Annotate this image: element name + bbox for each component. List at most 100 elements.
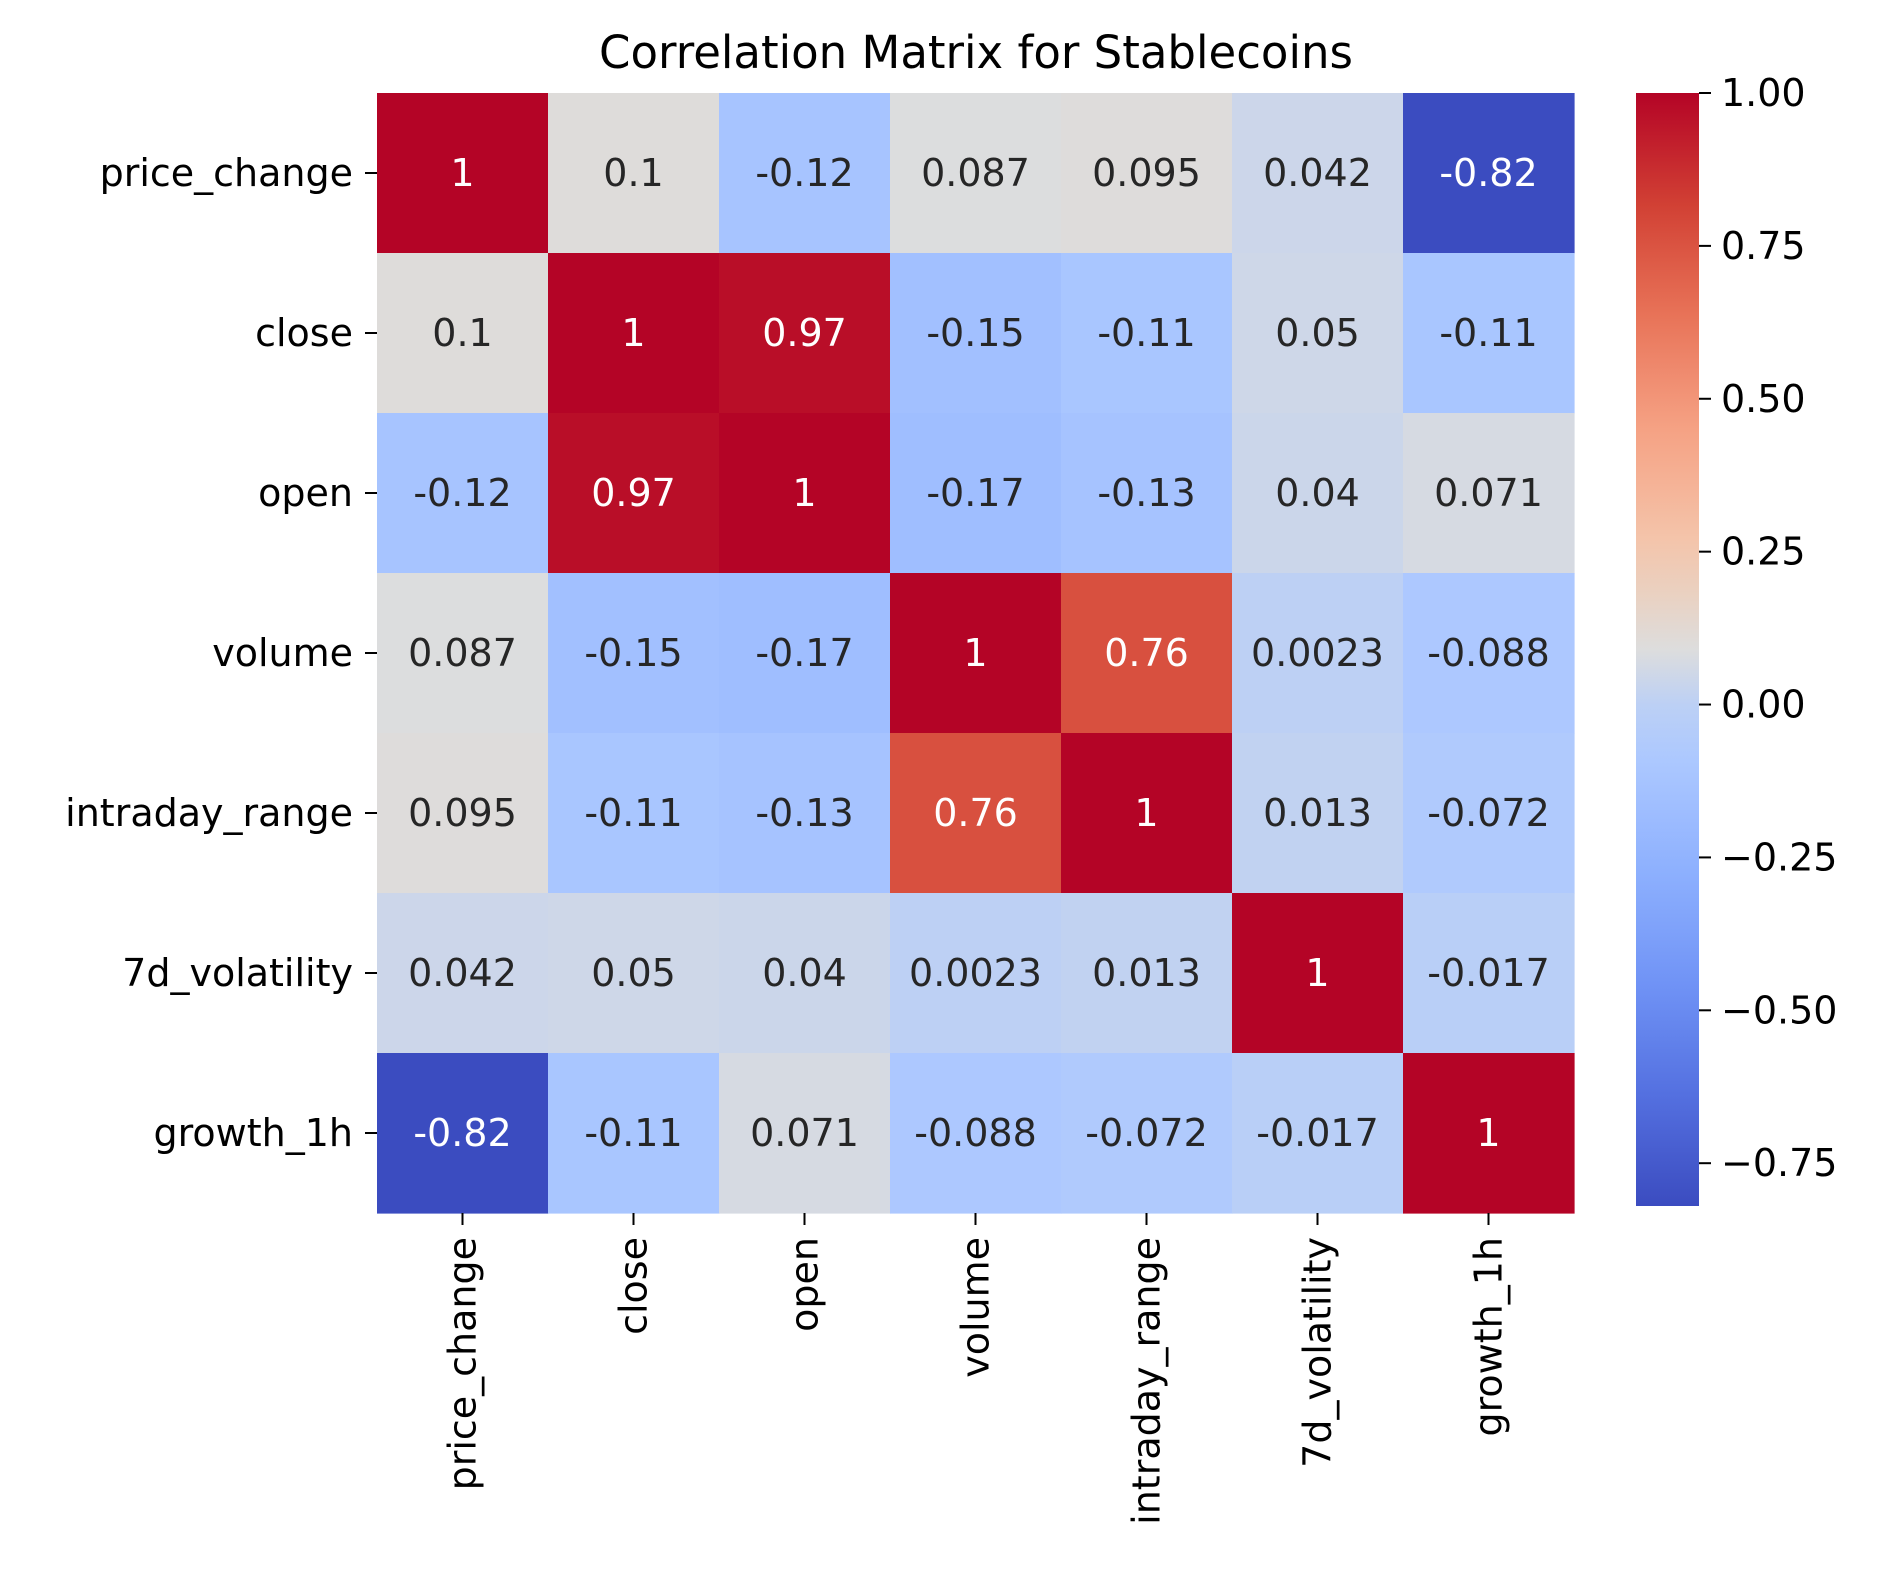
heatmap-cell-close-close	[548, 253, 720, 414]
cell-value-label: -0.13	[755, 791, 853, 835]
colorbar-tick-label: 0.00	[1721, 683, 1806, 727]
cell-value-label: -0.017	[1427, 951, 1550, 995]
heatmap-cell-volume-intraday-range	[1061, 573, 1233, 734]
y-tick-label-close: close	[255, 311, 353, 355]
heatmap-cell-7d-volatility-7d-volatility	[1232, 893, 1404, 1054]
chart-title: Correlation Matrix for Stablecoins	[599, 26, 1353, 79]
cell-value-label: 1	[1305, 951, 1329, 995]
heatmap-cell-open-volume	[890, 413, 1062, 574]
heatmap-cell-open-open	[719, 413, 891, 574]
cell-value-label: -0.12	[755, 151, 853, 195]
cell-value-label: -0.088	[1427, 631, 1550, 675]
cell-value-label: 0.071	[1434, 471, 1543, 515]
cell-value-label: -0.11	[584, 791, 682, 835]
cell-value-label: 1	[450, 151, 474, 195]
heatmap-cell-7d-volatility-volume	[890, 893, 1062, 1054]
colorbar-tick-label: 1.00	[1721, 71, 1806, 115]
heatmap-cell-intraday-range-close	[548, 733, 720, 894]
heatmap-cell-close-growth-1h	[1403, 253, 1575, 414]
heatmap-cell-volume-volume	[890, 573, 1062, 734]
cell-value-label: -0.11	[1439, 311, 1537, 355]
cell-value-label: -0.017	[1256, 1111, 1379, 1155]
heatmap-cell-price-change-volume	[890, 93, 1062, 254]
cell-value-label: 0.04	[1275, 471, 1360, 515]
cell-value-label: -0.13	[1097, 471, 1195, 515]
colorbar-tick-label: −0.25	[1721, 835, 1837, 879]
cell-value-label: 1	[1134, 791, 1158, 835]
cell-value-label: 0.1	[603, 151, 663, 195]
heatmap-cell-close-open	[719, 253, 891, 414]
heatmap-cell-price-change-price-change	[377, 93, 549, 254]
heatmap-cell-growth-1h-open	[719, 1053, 891, 1214]
x-tick-label-intraday-range: intraday_range	[1125, 1237, 1169, 1525]
cell-value-label: 0.97	[762, 311, 847, 355]
heatmap-cell-growth-1h-price-change	[377, 1053, 549, 1214]
heatmap-cells: 1 0.1 -0.12 0.087 0.095 0.042 -0.82 0.1 1 0.97 -0.…	[377, 93, 1575, 1214]
cell-value-label: -0.088	[914, 1111, 1037, 1155]
heatmap-cell-close-7d-volatility	[1232, 253, 1404, 414]
colorbar-gradient	[1636, 93, 1699, 1206]
heatmap-cell-intraday-range-price-change	[377, 733, 549, 894]
cell-value-label: 0.0023	[1251, 631, 1384, 675]
heatmap-cell-open-growth-1h	[1403, 413, 1575, 574]
heatmap-cell-price-change-open	[719, 93, 891, 254]
colorbar: 1.00 0.75 0.50 0.25 0.00 −0.25 −0.50 −0.75	[1636, 71, 1837, 1206]
heatmap-cell-price-change-close	[548, 93, 720, 254]
x-tick-label-price-change: price_change	[441, 1237, 485, 1490]
colorbar-tick-label: −0.50	[1721, 988, 1837, 1032]
heatmap-cell-open-close	[548, 413, 720, 574]
heatmap-cell-close-price-change	[377, 253, 549, 414]
y-tick-label-intraday-range: intraday_range	[65, 791, 353, 835]
colorbar-tick-label: 0.75	[1721, 224, 1806, 268]
cell-value-label: -0.82	[1439, 151, 1537, 195]
cell-value-label: -0.11	[1097, 311, 1195, 355]
cell-value-label: 0.087	[921, 151, 1030, 195]
heatmap-cell-growth-1h-growth-1h	[1403, 1053, 1575, 1214]
cell-value-label: 0.071	[750, 1111, 859, 1155]
cell-value-label: 0.05	[591, 951, 676, 995]
y-tick-label-volume: volume	[212, 631, 353, 675]
heatmap-cell-intraday-range-7d-volatility	[1232, 733, 1404, 894]
cell-value-label: -0.17	[755, 631, 853, 675]
heatmap-cell-volume-7d-volatility	[1232, 573, 1404, 734]
heatmap-cell-open-price-change	[377, 413, 549, 574]
heatmap-cell-price-change-7d-volatility	[1232, 93, 1404, 254]
cell-value-label: 1	[621, 311, 645, 355]
heatmap-cell-7d-volatility-growth-1h	[1403, 893, 1575, 1054]
cell-value-label: 0.76	[933, 791, 1018, 835]
heatmap-cell-open-7d-volatility	[1232, 413, 1404, 574]
cell-value-label: -0.11	[584, 1111, 682, 1155]
cell-value-label: 0.013	[1263, 791, 1372, 835]
cell-value-label: 0.05	[1275, 311, 1360, 355]
y-tick-label-price-change: price_change	[100, 151, 353, 195]
colorbar-tick-label: −0.75	[1721, 1141, 1837, 1185]
x-tick-label-7d-volatility: 7d_volatility	[1296, 1237, 1340, 1468]
heatmap-cell-7d-volatility-close	[548, 893, 720, 1054]
x-tick-label-volume: volume	[954, 1237, 998, 1378]
cell-value-label: 0.095	[1092, 151, 1201, 195]
heatmap-cell-7d-volatility-price-change	[377, 893, 549, 1054]
cell-value-label: 0.042	[1263, 151, 1372, 195]
heatmap-cell-volume-close	[548, 573, 720, 734]
heatmap-cell-growth-1h-close	[548, 1053, 720, 1214]
cell-value-label: 1	[792, 471, 816, 515]
heatmap-cell-volume-open	[719, 573, 891, 734]
y-tick-label-growth-1h: growth_1h	[154, 1111, 353, 1155]
heatmap-cell-growth-1h-7d-volatility	[1232, 1053, 1404, 1214]
colorbar-tick-label: 0.50	[1721, 377, 1806, 421]
cell-value-label: -0.12	[413, 471, 511, 515]
cell-value-label: 0.042	[408, 951, 517, 995]
cell-value-label: 0.04	[762, 951, 847, 995]
heatmap-cell-open-intraday-range	[1061, 413, 1233, 574]
cell-value-label: -0.15	[584, 631, 682, 675]
cell-value-label: -0.072	[1085, 1111, 1208, 1155]
x-tick-label-growth-1h: growth_1h	[1467, 1237, 1511, 1436]
y-tick-label-open: open	[258, 471, 353, 515]
heatmap-cell-7d-volatility-open	[719, 893, 891, 1054]
cell-value-label: 0.0023	[909, 951, 1042, 995]
cell-value-label: 0.97	[591, 471, 676, 515]
cell-value-label: 0.1	[432, 311, 492, 355]
x-axis: price_change close open volume intraday_rang…	[441, 1213, 1511, 1525]
